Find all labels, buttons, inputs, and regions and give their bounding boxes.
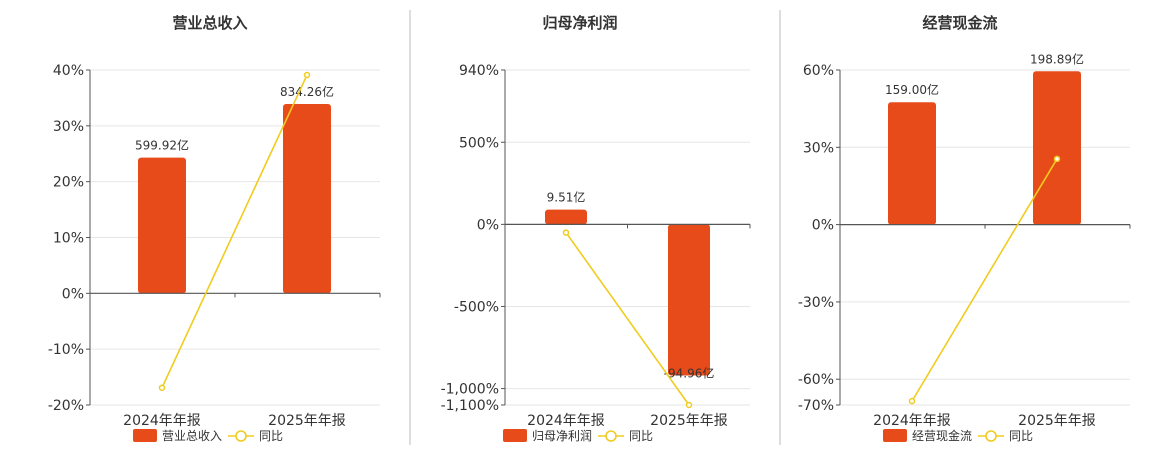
legend-line-label: 同比 xyxy=(629,429,653,443)
bar-data-label: 9.51亿 xyxy=(547,190,586,205)
legend-bar-label: 经营现金流 xyxy=(912,428,972,443)
legend-line-label: 同比 xyxy=(259,429,283,443)
bar-data-label: 198.89亿 xyxy=(1030,51,1084,66)
bar xyxy=(1033,71,1081,225)
bar-data-label: 834.26亿 xyxy=(280,84,334,99)
legend-line-marker xyxy=(605,430,617,442)
legend-line-label: 同比 xyxy=(1009,429,1033,443)
bar xyxy=(283,104,331,294)
legend-bar-label: 营业总收入 xyxy=(162,429,222,443)
x-category-label: 2024年年报 xyxy=(873,413,951,429)
legend-bar-swatch xyxy=(503,429,527,442)
y-tick-label: -1,000% xyxy=(441,382,499,398)
chart-title: 归母净利润 xyxy=(542,14,617,32)
yoy-point xyxy=(562,229,570,236)
x-category-label: 2024年年报 xyxy=(527,413,605,429)
y-tick-label: -60% xyxy=(798,372,834,388)
y-tick-label: 30% xyxy=(803,140,834,156)
y-tick-label: -70% xyxy=(798,398,834,414)
x-category-label: 2025年年报 xyxy=(268,413,346,429)
bar-data-label: 599.92亿 xyxy=(135,138,189,153)
y-tick-label: 20% xyxy=(53,175,84,191)
bar xyxy=(138,157,186,294)
legend-bar-label: 归母净利润 xyxy=(532,429,592,443)
yoy-point xyxy=(908,397,916,405)
y-tick-label: -10% xyxy=(48,342,84,358)
y-tick-label: -1,100% xyxy=(441,398,499,414)
bar xyxy=(545,209,587,225)
y-tick-label: 30% xyxy=(53,119,84,135)
y-tick-label: -20% xyxy=(48,398,84,414)
yoy-point xyxy=(158,384,166,391)
y-tick-label: -500% xyxy=(454,299,499,315)
y-tick-label: 0% xyxy=(477,217,499,233)
y-tick-label: 940% xyxy=(459,63,499,79)
legend-bar-swatch xyxy=(133,429,157,442)
legend-line-marker xyxy=(235,430,247,442)
x-category-label: 2024年年报 xyxy=(123,413,201,429)
y-tick-label: 10% xyxy=(53,231,84,247)
yoy-line xyxy=(565,232,690,406)
yoy-point xyxy=(303,71,311,79)
y-tick-label: 40% xyxy=(53,63,84,79)
x-category-label: 2025年年报 xyxy=(650,413,728,429)
y-tick-label: 500% xyxy=(459,135,499,151)
y-tick-label: -30% xyxy=(798,295,834,311)
legend-bar-swatch xyxy=(883,429,907,442)
y-tick-label: 60% xyxy=(803,63,834,79)
yoy-line xyxy=(161,74,308,389)
bar-data-label: -94.96亿 xyxy=(664,365,715,380)
y-tick-label: 0% xyxy=(62,286,84,302)
y-tick-label: 0% xyxy=(812,218,834,234)
yoy-point xyxy=(685,401,693,409)
yoy-line xyxy=(911,158,1058,402)
legend-line-marker xyxy=(985,430,997,442)
bar xyxy=(668,224,710,376)
chart-title: 营业总收入 xyxy=(172,14,247,32)
chart-title: 经营现金流 xyxy=(922,14,997,32)
bar xyxy=(888,102,936,225)
yoy-point xyxy=(1053,155,1061,163)
bar-data-label: 159.00亿 xyxy=(885,82,939,97)
x-category-label: 2025年年报 xyxy=(1018,413,1096,429)
